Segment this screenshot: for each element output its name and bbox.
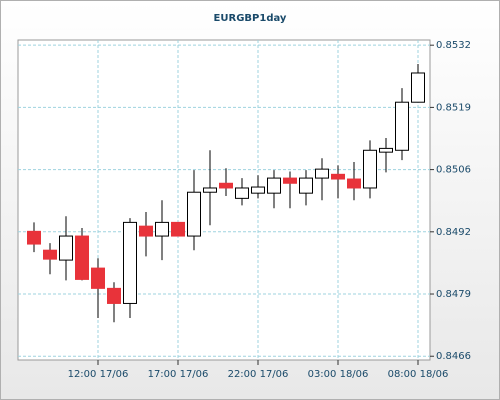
y-tick-label: 0.8466 — [436, 351, 471, 362]
candle-body — [203, 187, 217, 193]
candle-body — [91, 267, 105, 289]
candle-body — [267, 177, 281, 194]
candle-body — [283, 177, 297, 184]
candle-body — [347, 178, 361, 189]
candle-body — [155, 221, 169, 237]
candle-body — [59, 235, 73, 261]
y-tick-label: 0.8506 — [436, 165, 471, 176]
y-tick-label: 0.8532 — [436, 40, 471, 51]
candle-body — [187, 191, 201, 237]
candle-body — [363, 149, 377, 189]
candle-body — [171, 221, 185, 237]
candle-body — [251, 186, 265, 194]
candle-body — [411, 72, 425, 103]
candle-body — [219, 182, 233, 189]
candle-body — [75, 235, 89, 280]
candle-body — [27, 230, 41, 245]
candle-body — [235, 187, 249, 199]
y-tick-label: 0.8519 — [436, 102, 471, 113]
x-tick-label: 03:00 18/06 — [308, 369, 369, 380]
x-tick-label: 17:00 17/06 — [148, 369, 209, 380]
candle-body — [331, 173, 345, 180]
y-tick-label: 0.8492 — [436, 227, 471, 238]
candle-body — [315, 168, 329, 179]
candle-body — [43, 249, 57, 260]
x-tick-label: 08:00 18/06 — [388, 369, 449, 380]
candle-body — [299, 177, 313, 194]
y-tick-label: 0.8479 — [436, 289, 471, 300]
chart-title: EURGBP1day — [214, 13, 287, 24]
candle-body — [107, 287, 121, 304]
candle-body — [379, 147, 393, 153]
x-tick-label: 22:00 17/06 — [228, 369, 289, 380]
candle-body — [395, 101, 409, 151]
candle-body — [139, 225, 153, 237]
candle-body — [123, 221, 137, 304]
x-tick-label: 12:00 17/06 — [68, 369, 129, 380]
plot-area — [17, 39, 431, 361]
